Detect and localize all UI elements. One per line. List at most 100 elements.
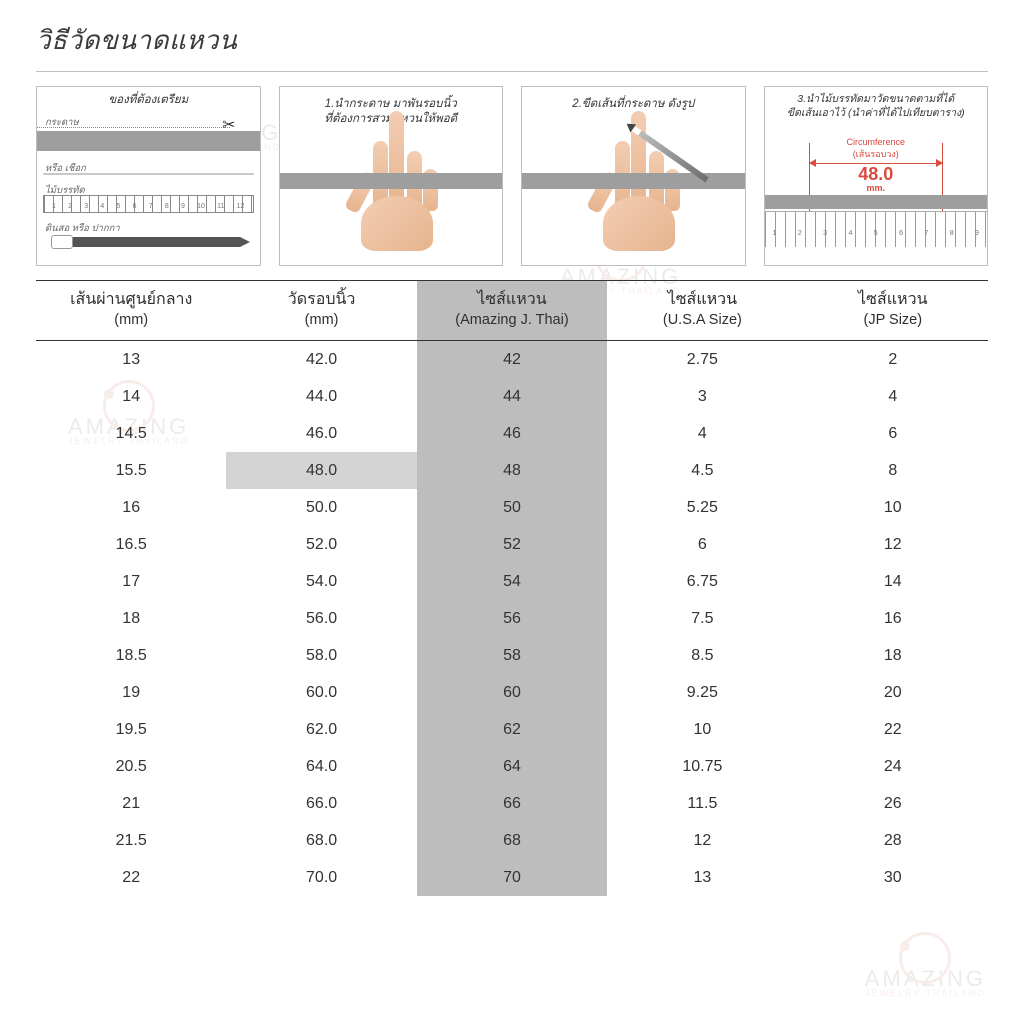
table-cell: 16 [798,600,988,637]
step-caption: ของที่ต้องเตรียม [37,93,260,108]
table-cell: 56.0 [226,600,416,637]
table-row: 21.568.0681228 [36,822,988,859]
col-header: ไซส์แหวน(U.S.A Size) [607,281,797,341]
table-cell: 62 [417,711,607,748]
table-cell: 24 [798,748,988,785]
table-cell: 13 [36,341,226,379]
table-row: 20.564.06410.7524 [36,748,988,785]
table-cell: 26 [798,785,988,822]
table-cell: 21.5 [36,822,226,859]
step-2-wrap: 1.นำกระดาษ มาพันรอบนิ้ว ที่ต้องการสวมแหว… [279,86,504,266]
ruler-icon: 123456789101112 [43,195,254,213]
table-cell: 42.0 [226,341,416,379]
table-row: 2270.0701330 [36,859,988,896]
table-cell: 13 [607,859,797,896]
table-cell: 19 [36,674,226,711]
table-head: เส้นผ่านศูนย์กลาง(mm) วัดรอบนิ้ว(mm) ไซส… [36,281,988,341]
table-cell: 8 [798,452,988,489]
table-cell: 66 [417,785,607,822]
label-pencil: ดินสอ หรือ ปากกา [45,221,120,236]
col-header: ไซส์แหวน(Amazing J. Thai) [417,281,607,341]
table-cell: 18 [36,600,226,637]
dim-label: Circumference (เส้นรอบวง) [809,137,944,161]
size-table: เส้นผ่านศูนย์กลาง(mm) วัดรอบนิ้ว(mm) ไซส… [36,280,988,896]
table-cell: 2.75 [607,341,797,379]
table-cell: 22 [798,711,988,748]
table-cell: 64 [417,748,607,785]
table-cell: 44 [417,378,607,415]
pencil-icon [43,235,254,249]
table-cell: 64.0 [226,748,416,785]
table-cell: 44.0 [226,378,416,415]
hand-icon [331,131,451,251]
page: วิธีวัดขนาดแหวน AMAZINGJEWELRY THAILAND … [0,0,1024,1024]
table-cell: 30 [798,859,988,896]
col-header: วัดรอบนิ้ว(mm) [226,281,416,341]
table-cell: 70.0 [226,859,416,896]
table-cell: 48 [417,452,607,489]
table-row: 18.558.0588.518 [36,637,988,674]
table-cell: 60.0 [226,674,416,711]
table-cell: 46.0 [226,415,416,452]
table-cell: 10 [798,489,988,526]
table-cell: 19.5 [36,711,226,748]
table-cell: 68 [417,822,607,859]
table-cell: 54.0 [226,563,416,600]
table-cell: 12 [607,822,797,859]
table-cell: 8.5 [607,637,797,674]
table-row: 1856.0567.516 [36,600,988,637]
col-header: เส้นผ่านศูนย์กลาง(mm) [36,281,226,341]
table-row: 2166.06611.526 [36,785,988,822]
hand-icon [573,131,693,251]
paper-strip [280,173,503,189]
steps-row: ของที่ต้องเตรียม กระดาษ ✂ หรือ เชือก ไม้… [36,86,988,266]
table-cell: 20.5 [36,748,226,785]
page-title: วิธีวัดขนาดแหวน [36,20,988,61]
table-cell: 20 [798,674,988,711]
table-cell: 58 [417,637,607,674]
table-cell: 62.0 [226,711,416,748]
table-cell: 9.25 [607,674,797,711]
table-cell: 4.5 [607,452,797,489]
table-cell: 6.75 [607,563,797,600]
table-row: 14.546.04646 [36,415,988,452]
paper-strip [522,173,745,189]
table-cell: 3 [607,378,797,415]
table-cell: 6 [798,415,988,452]
table-cell: 42 [417,341,607,379]
table-row: 19.562.0621022 [36,711,988,748]
watermark-logo: AMAZINGJEWELRY THAILAND [865,932,986,998]
paper-strip [765,195,988,209]
col-header: ไซส์แหวน(JP Size) [798,281,988,341]
table-cell: 15.5 [36,452,226,489]
cut-line [37,127,230,128]
rope-line [43,173,254,175]
table-cell: 17 [36,563,226,600]
table-cell: 56 [417,600,607,637]
step-caption: 3.นำไม้บรรทัดมาวัดขนาดตามที่ได้ ขีดเส้นเ… [765,93,988,120]
table-cell: 18.5 [36,637,226,674]
size-table-wrap: เส้นผ่านศูนย์กลาง(mm) วัดรอบนิ้ว(mm) ไซส… [36,280,988,896]
table-cell: 14 [798,563,988,600]
table-cell: 14 [36,378,226,415]
dim-unit: mm. [809,183,944,193]
divider [36,71,988,72]
table-cell: 4 [798,378,988,415]
ruler-icon: 123456789 [765,211,988,247]
table-cell: 58.0 [226,637,416,674]
table-cell: 50.0 [226,489,416,526]
table-cell: 7.5 [607,600,797,637]
table-cell: 16 [36,489,226,526]
table-row: 1650.0505.2510 [36,489,988,526]
table-cell: 5.25 [607,489,797,526]
step-1-materials: ของที่ต้องเตรียม กระดาษ ✂ หรือ เชือก ไม้… [36,86,261,266]
table-cell: 10.75 [607,748,797,785]
table-cell: 48.0 [226,452,416,489]
table-cell: 60 [417,674,607,711]
table-cell: 12 [798,526,988,563]
table-row: 1754.0546.7514 [36,563,988,600]
table-row: 1342.0422.752 [36,341,988,379]
table-row: 16.552.052612 [36,526,988,563]
table-cell: 54 [417,563,607,600]
dim-value: 48.0 [809,165,944,183]
